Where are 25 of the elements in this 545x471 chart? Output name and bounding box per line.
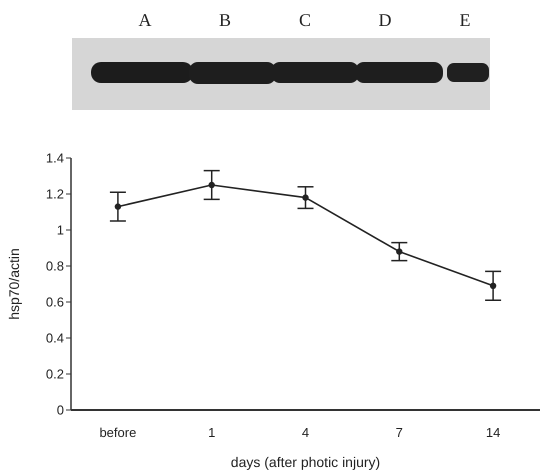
y-tick-label: 1.4 — [46, 150, 64, 166]
x-tick-label: 14 — [486, 425, 500, 440]
point — [302, 194, 309, 201]
x-tick-label: 7 — [396, 425, 403, 440]
point — [396, 248, 402, 255]
y-tick-label: 0.2 — [46, 366, 64, 382]
point — [114, 203, 122, 210]
text: E — [458, 9, 472, 31]
y-tick-label: 0.8 — [46, 258, 64, 274]
y-tick-label: 1.2 — [46, 186, 64, 202]
point — [208, 182, 215, 188]
text: D — [378, 9, 392, 31]
y-tick-label: 0 — [56, 402, 64, 418]
y-tick-label: 0.4 — [46, 330, 64, 346]
y-tick-label: 1 — [56, 222, 64, 238]
y-axis-title: hsp70/actin — [6, 248, 22, 320]
point — [490, 282, 496, 289]
text: C — [298, 9, 312, 31]
x-axis-title: days (after photic injury) — [230, 454, 380, 470]
text: A — [138, 9, 152, 31]
x-tick-label: 4 — [302, 425, 310, 440]
text: B — [218, 9, 232, 31]
x-tick-label: before — [99, 425, 136, 440]
x-tick-label: 1 — [208, 425, 216, 440]
y-tick-label: 0.6 — [46, 294, 64, 310]
